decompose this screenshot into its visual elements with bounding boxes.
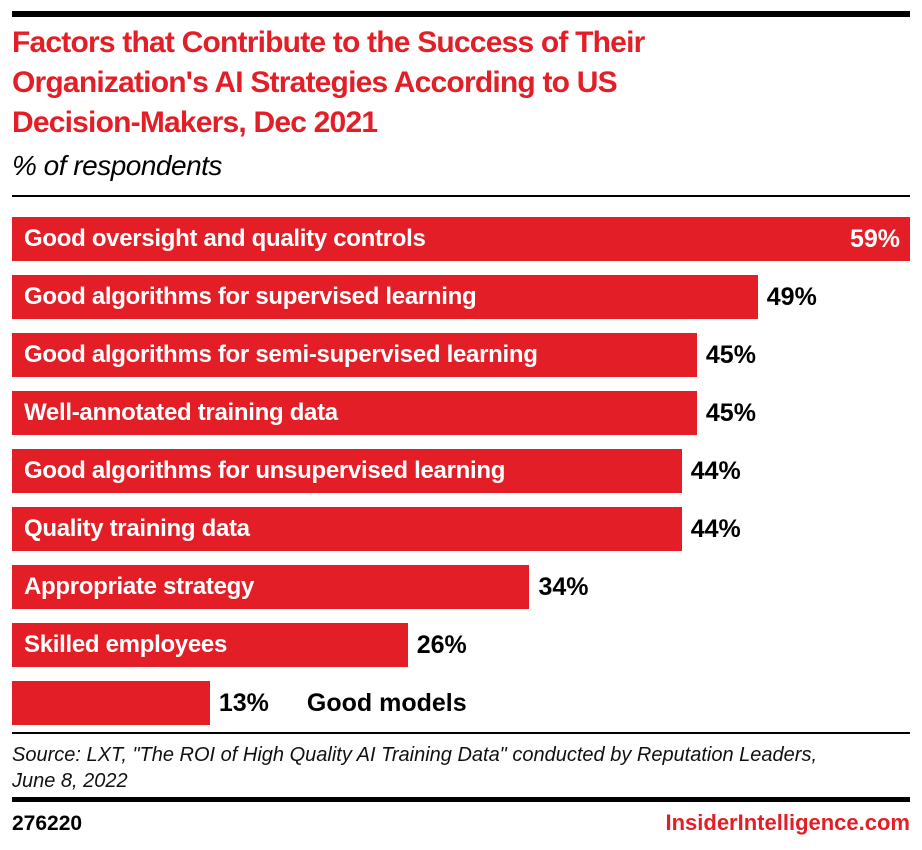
- bar-value-label: 45%: [705, 340, 756, 369]
- bar-value-label: 44%: [690, 456, 741, 485]
- bottom-divider: [12, 797, 910, 802]
- bar-value-label: 59%: [849, 224, 900, 253]
- bar-category-label: Skilled employees: [24, 631, 228, 658]
- brand-link[interactable]: InsiderIntelligence.com: [665, 810, 910, 835]
- bar-value-label: 26%: [416, 630, 467, 659]
- chart-title-line: Decision-Makers, Dec 2021: [12, 106, 378, 139]
- bar: Skilled employees: [12, 623, 408, 667]
- chart-title-line: Organization's AI Strategies According t…: [12, 66, 618, 99]
- bar-row: Skilled employees 26%: [12, 623, 910, 667]
- bottom-bar: 276220 InsiderIntelligence.com: [12, 810, 910, 836]
- bar: Good algorithms for supervised learning: [12, 275, 758, 319]
- bar-row: Good algorithms for unsupervised learnin…: [12, 449, 910, 493]
- bar-row: Appropriate strategy 34%: [12, 565, 910, 609]
- chart-id: 276220: [12, 812, 83, 835]
- bar-row: Quality training data 44%: [12, 507, 910, 551]
- chart-title: Factors that Contribute to the Success o…: [12, 23, 910, 143]
- bar: Appropriate strategy: [12, 565, 530, 609]
- bar: Quality training data: [12, 507, 682, 551]
- source-note: Source: LXT, "The ROI of High Quality AI…: [12, 734, 910, 794]
- bar-row: Good algorithms for supervised learning 4…: [12, 275, 910, 319]
- bar-value-label: 34%: [538, 572, 589, 601]
- bar: Good algorithms for unsupervised learnin…: [12, 449, 682, 493]
- bar-category-label: Good algorithms for supervised learning: [24, 283, 477, 310]
- bar-category-label: Well-annotated training data: [24, 399, 338, 426]
- header-divider: [12, 195, 910, 197]
- bar-value-label: 49%: [766, 282, 817, 311]
- chart-subtitle: % of respondents: [12, 150, 222, 181]
- bar-category-label: Good algorithms for unsupervised learnin…: [24, 457, 506, 484]
- bar-value-label: 44%: [690, 514, 741, 543]
- bar-category-label: Good algorithms for semi-supervised lear…: [24, 341, 538, 368]
- top-divider: [12, 11, 910, 17]
- bar-category-label: Good oversight and quality controls: [24, 225, 426, 252]
- chart-page: Factors that Contribute to the Success o…: [0, 11, 922, 850]
- bar-value-label: 13%: [218, 688, 269, 717]
- bar: Good oversight and quality controls 59%: [12, 217, 910, 261]
- bar: Good algorithms for semi-supervised lear…: [12, 333, 697, 377]
- bar-chart: Good oversight and quality controls 59% Go…: [12, 217, 910, 725]
- chart-title-line: Factors that Contribute to the Success o…: [12, 26, 645, 59]
- bar-row: 13% Good models: [12, 681, 910, 725]
- source-line: June 8, 2022: [12, 770, 128, 792]
- bar-category-label: Good models: [306, 688, 467, 717]
- bar: Well-annotated training data: [12, 391, 697, 435]
- bar-value-label: 45%: [705, 398, 756, 427]
- bar: [12, 681, 210, 725]
- bar-category-label: Quality training data: [24, 515, 250, 542]
- bar-row: Good algorithms for semi-supervised lear…: [12, 333, 910, 377]
- bar-category-label: Appropriate strategy: [24, 573, 255, 600]
- bar-row: Good oversight and quality controls 59%: [12, 217, 910, 261]
- bar-row: Well-annotated training data 45%: [12, 391, 910, 435]
- source-line: Source: LXT, "The ROI of High Quality AI…: [12, 744, 817, 766]
- footer-divider: [12, 732, 910, 734]
